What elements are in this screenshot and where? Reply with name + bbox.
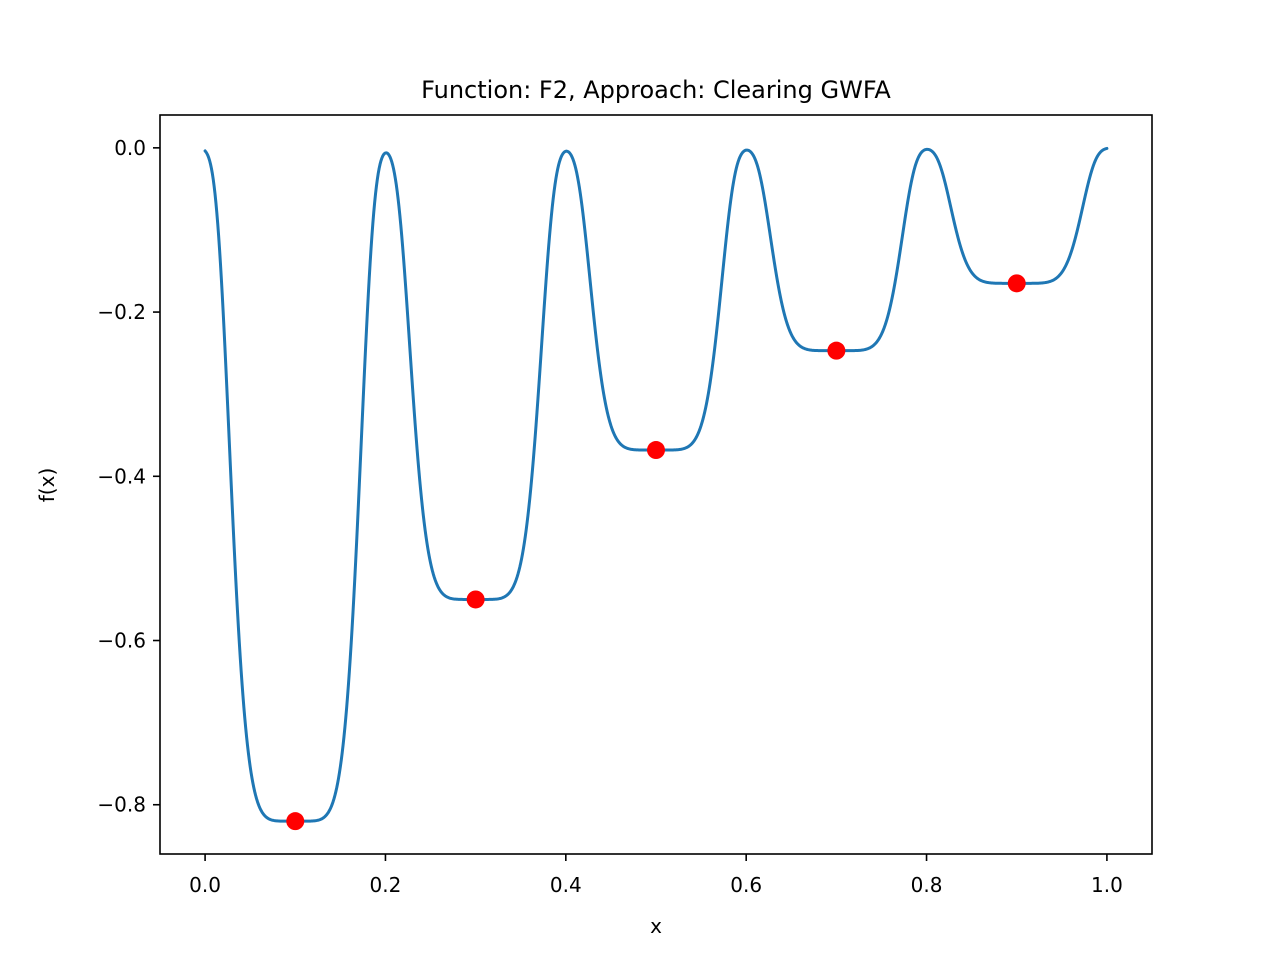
x-tick-label-0: 0.0: [189, 873, 221, 897]
x-tick-label-4: 0.8: [911, 873, 943, 897]
scatter-point-3: [647, 441, 665, 460]
y-tick-label-2: −0.4: [97, 464, 146, 488]
y-tick-label-1: −0.2: [97, 300, 146, 324]
y-tick-label-0: 0.0: [114, 136, 146, 160]
x-tick-label-2: 0.4: [550, 873, 582, 897]
x-tick-label-5: 1.0: [1091, 873, 1123, 897]
scatter-point-1: [286, 812, 305, 831]
y-tick-label-3: −0.6: [97, 629, 146, 653]
x-axis-title: x: [650, 914, 662, 938]
y-tick-label-4: −0.8: [97, 793, 146, 817]
chart-title: Function: F2, Approach: Clearing GWFA: [421, 76, 891, 104]
y-axis-title: f(x): [35, 468, 59, 502]
scatter-point-5: [1007, 274, 1026, 293]
scatter-point-2: [466, 590, 485, 609]
axes-frame: [159, 114, 1153, 855]
plot-area: 0.0 0.2 0.4 0.6 0.8 1.0 0.0 −0.2 −0.4 −0.6 −0.8: [97, 114, 1153, 897]
x-tick-label-3: 0.6: [730, 873, 762, 897]
scatter-point-4: [827, 341, 846, 360]
x-tick-label-1: 0.2: [370, 873, 402, 897]
